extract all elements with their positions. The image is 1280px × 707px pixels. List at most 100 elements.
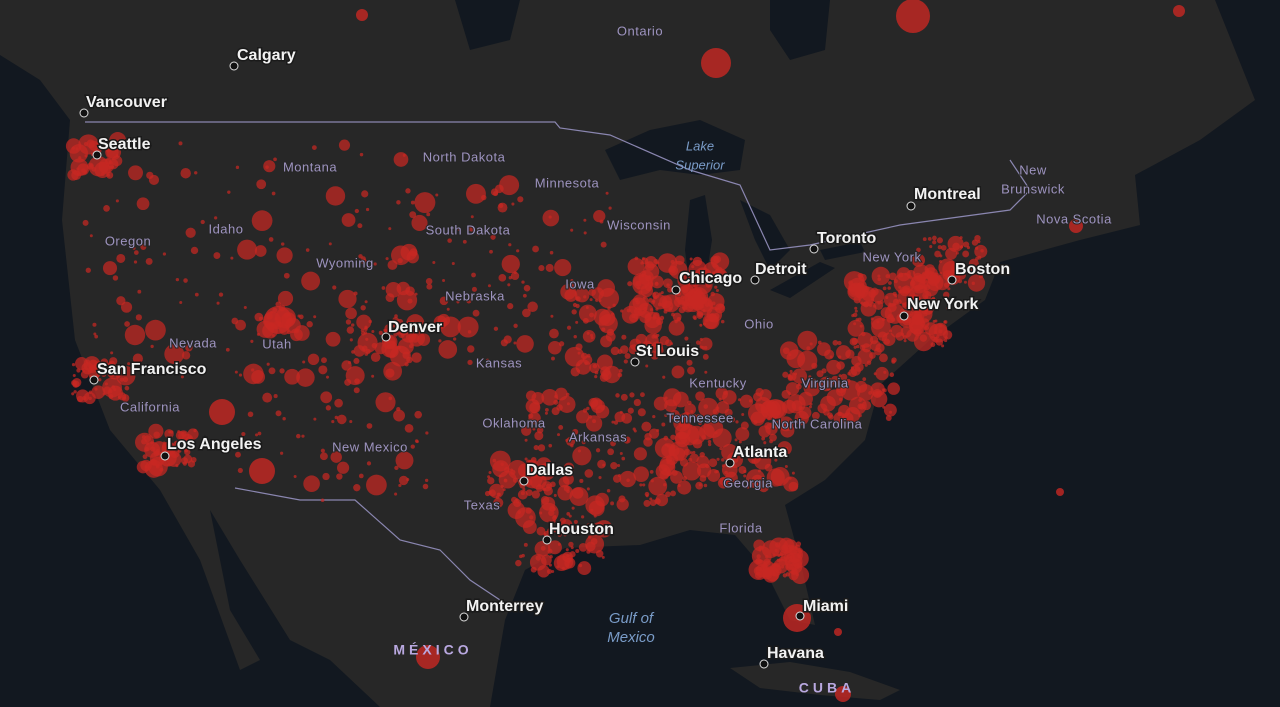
case-bubble: [717, 303, 725, 311]
case-bubble: [71, 392, 75, 396]
case-bubble: [409, 211, 417, 219]
city-label: Los Angeles: [167, 436, 262, 453]
city-dot: [899, 311, 909, 321]
case-bubble: [888, 281, 892, 285]
city-dot: [381, 332, 391, 342]
case-bubble: [787, 374, 793, 380]
case-bubble: [967, 274, 986, 292]
case-bubble: [535, 555, 542, 561]
case-bubble: [371, 342, 378, 349]
case-bubble: [959, 245, 963, 249]
case-bubble: [104, 382, 109, 386]
case-bubble: [517, 489, 528, 500]
case-bubble: [649, 285, 653, 289]
case-bubble: [589, 312, 595, 318]
case-bubble: [974, 244, 988, 259]
case-bubble: [890, 324, 904, 338]
city-label: Houston: [549, 521, 614, 538]
case-bubble: [521, 425, 532, 436]
case-bubble: [569, 551, 576, 558]
case-bubble: [771, 450, 779, 458]
case-bubble: [127, 362, 131, 366]
region-label: Kansas: [476, 355, 522, 370]
case-bubble: [141, 435, 146, 440]
case-bubble: [280, 451, 284, 455]
case-bubble: [649, 470, 654, 474]
case-bubble: [947, 287, 951, 291]
case-bubble: [166, 448, 170, 452]
case-bubble: [403, 320, 415, 332]
case-bubble: [254, 245, 267, 257]
case-bubble: [875, 366, 889, 381]
case-bubble: [627, 407, 634, 414]
case-bubble: [365, 337, 369, 341]
case-bubble: [854, 306, 858, 310]
case-bubble: [617, 474, 622, 478]
case-bubble: [550, 314, 554, 318]
case-bubble: [498, 470, 517, 489]
case-bubble: [892, 291, 897, 296]
case-bubble: [257, 431, 262, 436]
case-bubble: [521, 553, 525, 558]
case-bubble: [780, 423, 795, 438]
case-bubble: [943, 320, 948, 324]
case-bubble: [671, 365, 685, 379]
region-label: Georgia: [723, 475, 773, 490]
case-bubble: [738, 398, 742, 402]
case-bubble: [77, 163, 90, 176]
case-bubble: [614, 411, 626, 423]
case-bubble: [341, 360, 352, 371]
case-bubble: [621, 456, 626, 461]
case-bubble: [572, 446, 592, 466]
case-bubble: [593, 514, 597, 518]
case-bubble: [364, 300, 368, 304]
case-bubble: [885, 295, 889, 300]
case-bubble: [279, 368, 285, 374]
case-bubble: [410, 200, 415, 205]
case-bubble: [888, 302, 892, 306]
case-bubble: [311, 145, 317, 150]
case-bubble: [882, 388, 887, 393]
case-bubble: [638, 290, 643, 295]
case-bubble: [669, 409, 680, 420]
case-bubble: [268, 367, 276, 375]
case-bubble: [573, 335, 577, 339]
case-bubble: [575, 320, 579, 324]
case-bubble: [98, 378, 102, 382]
case-bubble: [517, 510, 522, 515]
case-bubble: [782, 347, 790, 355]
case-bubble: [262, 392, 273, 403]
case-bubble: [527, 419, 531, 423]
city-label: Toronto: [817, 230, 876, 247]
case-bubble: [588, 535, 592, 539]
case-bubble: [640, 261, 644, 265]
case-bubble: [724, 408, 733, 417]
case-bubble: [883, 338, 891, 345]
case-bubble: [517, 196, 524, 203]
case-bubble: [320, 498, 325, 503]
case-bubble: [301, 271, 321, 291]
case-bubble: [885, 274, 890, 279]
case-bubble: [385, 257, 389, 261]
case-bubble: [269, 340, 273, 344]
case-bubble: [789, 552, 794, 556]
case-bubble: [870, 317, 874, 321]
case-bubble: [598, 287, 620, 309]
case-bubble: [301, 434, 305, 438]
case-bubble: [889, 329, 893, 333]
city-dot: [947, 275, 957, 285]
case-bubble: [548, 443, 553, 448]
case-bubble: [642, 483, 646, 487]
case-bubble: [678, 306, 686, 314]
case-bubble: [695, 391, 705, 401]
case-bubble: [939, 254, 943, 258]
case-bubble: [876, 320, 880, 324]
case-bubble: [422, 483, 429, 490]
case-bubble: [93, 361, 104, 372]
case-bubble: [920, 260, 924, 264]
case-bubble: [624, 353, 631, 359]
case-bubble: [889, 410, 893, 414]
case-bubble: [721, 464, 726, 468]
case-bubble: [943, 291, 950, 299]
case-bubble: [366, 461, 372, 466]
